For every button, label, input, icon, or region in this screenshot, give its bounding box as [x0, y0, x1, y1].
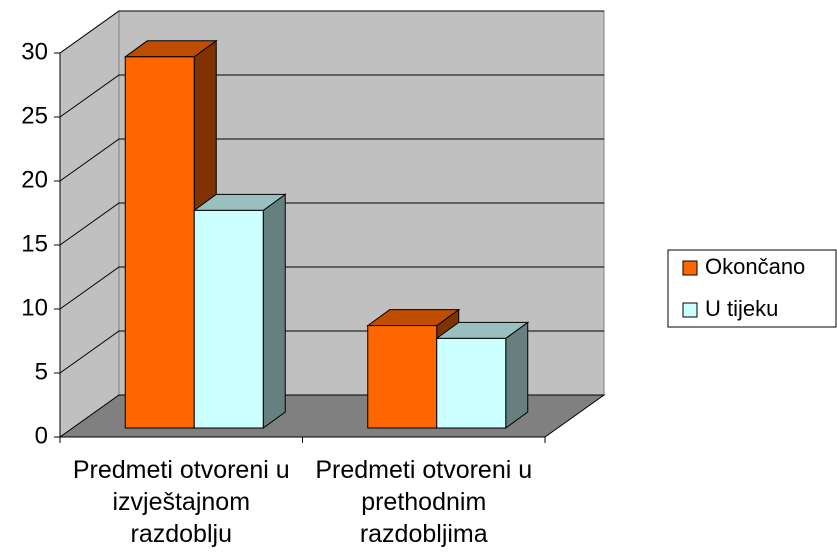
- y-tick-label: 15: [21, 230, 48, 257]
- legend-swatch: [682, 260, 698, 276]
- y-tick-label: 25: [21, 102, 48, 129]
- x-tick-label: Predmeti otvoreni u prethodnim razdoblji…: [315, 456, 533, 548]
- bar: [435, 321, 530, 429]
- grid-line: [59, 138, 604, 182]
- legend-label: Okončano: [705, 254, 805, 279]
- y-tick-label: 30: [21, 38, 48, 65]
- grid-line: [59, 74, 604, 118]
- bar-front: [436, 337, 507, 429]
- grid-line: [59, 202, 604, 246]
- legend: Okončano U tijeku: [667, 249, 837, 328]
- bar-front: [124, 56, 195, 429]
- y-tick-label: 10: [21, 294, 48, 321]
- legend-label: U tijeku: [705, 296, 778, 321]
- grid-line: [59, 266, 604, 310]
- y-tick-label: 0: [35, 422, 48, 449]
- bar-front: [367, 325, 438, 429]
- legend-swatch: [682, 302, 698, 318]
- bar-front: [193, 209, 264, 429]
- grid-line: [59, 10, 604, 54]
- y-tick-label: 20: [21, 166, 48, 193]
- y-tick-label: 5: [35, 358, 48, 385]
- bar-side: [505, 321, 529, 429]
- bar: [192, 193, 287, 429]
- bar-side: [262, 193, 286, 429]
- x-tick-label: Predmeti otvoreni u izvještajnom razdobl…: [72, 456, 290, 548]
